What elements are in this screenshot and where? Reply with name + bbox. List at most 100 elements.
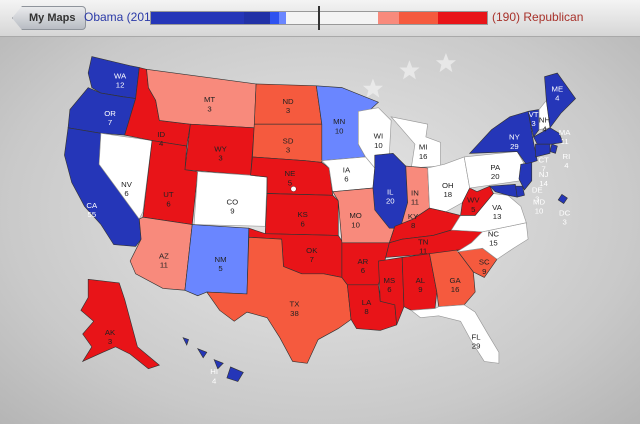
state-ev-label: 18: [443, 190, 452, 199]
state-ev-label: 8: [364, 307, 368, 316]
state-ev-label: 3: [108, 337, 112, 346]
state-abbr-label: SC: [479, 258, 490, 267]
state-ev-label: 10: [535, 207, 544, 216]
state-NC[interactable]: [456, 222, 529, 260]
state-abbr-label: NV: [121, 180, 133, 189]
state-ev-label: 3: [535, 195, 539, 204]
state-abbr-label: DE: [532, 186, 543, 195]
state-ev-label: 7: [541, 165, 545, 174]
state-ev-label: 20: [491, 172, 500, 181]
state-ev-label: 3: [562, 218, 566, 227]
state-abbr-label: WY: [214, 145, 226, 154]
state-ev-label: 5: [218, 264, 222, 273]
state-abbr-label: CA: [86, 201, 98, 210]
state-ev-label: 11: [419, 247, 427, 256]
bar-segment-tossup: [286, 12, 369, 24]
state-RI[interactable]: [549, 143, 558, 154]
state-ev-label: 12: [116, 81, 125, 90]
state-ev-label: 10: [335, 126, 344, 135]
state-ev-label: 6: [344, 175, 348, 184]
decorative-stars: [362, 52, 456, 98]
state-abbr-label: MS: [384, 276, 396, 285]
state-abbr-label: KS: [297, 210, 307, 219]
top-toolbar: My Maps Obama (201) (190) Republican: [0, 0, 640, 37]
state-abbr-label: OK: [306, 246, 318, 255]
bar-segment-safe-dem-2: [244, 12, 270, 24]
state-ev-label: 20: [386, 197, 395, 206]
state-ev-label: 16: [419, 152, 428, 161]
state-abbr-label: NC: [488, 229, 500, 238]
state-HI[interactable]: [182, 337, 244, 382]
state-abbr-label: AK: [105, 328, 116, 337]
state-abbr-label: NM: [214, 255, 226, 264]
state-abbr-label: WV: [467, 196, 480, 205]
state-abbr-label: ME: [551, 84, 563, 93]
state-ev-label: 11: [561, 137, 569, 146]
bar-segment-lean-rep: [378, 12, 399, 24]
state-CO[interactable]: [193, 171, 268, 227]
270-marker: [318, 6, 320, 30]
state-abbr-label: UT: [163, 190, 174, 199]
state-abbr-label: PA: [490, 163, 501, 172]
state-WV[interactable]: [460, 185, 494, 216]
state-ev-label: 16: [451, 285, 460, 294]
state-abbr-label: MN: [333, 117, 345, 126]
my-maps-back-button[interactable]: My Maps: [12, 6, 87, 30]
state-abbr-label: ID: [157, 130, 165, 139]
state-abbr-label: OH: [442, 181, 454, 190]
state-ev-label: 9: [482, 267, 486, 276]
state-abbr-label: MD: [533, 197, 545, 206]
state-abbr-label: AL: [416, 276, 426, 285]
state-abbr-label: HI: [210, 367, 218, 376]
state-CT[interactable]: [535, 143, 551, 158]
state-ev-label: 6: [124, 189, 128, 198]
state-ev-label: 10: [351, 220, 360, 229]
state-ev-label: 29: [510, 142, 519, 151]
state-abbr-label: IN: [411, 188, 419, 197]
state-DC[interactable]: [557, 193, 568, 204]
bar-segment-tossup-2: [369, 12, 378, 24]
state-MT[interactable]: [146, 68, 257, 129]
state-NV[interactable]: [98, 132, 153, 220]
state-MD[interactable]: [489, 184, 518, 198]
state-abbr-label: MT: [204, 95, 215, 104]
state-abbr-label: MO: [349, 211, 361, 220]
state-ME[interactable]: [544, 72, 576, 129]
state-abbr-label: TX: [289, 300, 299, 309]
bar-segment-safe-rep: [438, 12, 487, 24]
state-labels: WA12OR7CA55NV6ID4MT3WY3UT6AZ11CO9NM5ND3S…: [86, 71, 571, 385]
dem-tally-label: Obama (201): [84, 10, 155, 24]
state-ev-label: 9: [418, 285, 422, 294]
state-AK[interactable]: [80, 278, 161, 370]
state-ev-label: 8: [411, 221, 415, 230]
state-ev-label: 4: [159, 139, 164, 148]
state-ev-label: 13: [493, 212, 502, 221]
state-ev-label: 4: [212, 376, 217, 385]
state-FL[interactable]: [410, 304, 500, 364]
state-abbr-label: CO: [227, 197, 239, 206]
state-ev-label: 6: [387, 285, 391, 294]
state-KS[interactable]: [264, 193, 339, 236]
map-area: WA 12 OR 7 CA 55 NV 6 ID 4 MT 3 WY 3 UT 6 AZ 11 CO 9 NM 5 ND 3 S…: [0, 37, 640, 424]
state-NJ[interactable]: [518, 162, 533, 191]
state-ev-label: 6: [166, 199, 170, 208]
state-abbr-label: DC: [559, 208, 571, 217]
state-abbr-label: AZ: [159, 251, 169, 260]
state-ev-label: 6: [361, 266, 365, 275]
state-abbr-label: GA: [449, 276, 461, 285]
state-ev-label: 4: [555, 93, 560, 102]
state-ev-label: 15: [489, 239, 498, 248]
state-abbr-label: OR: [104, 109, 116, 118]
state-abbr-label: KY: [408, 212, 418, 221]
state-MI[interactable]: [390, 116, 441, 169]
state-abbr-label: IA: [343, 166, 351, 175]
state-abbr-label: NE: [284, 169, 295, 178]
state-ev-label: 29: [472, 342, 481, 351]
ne-district-marker: [290, 185, 297, 192]
state-abbr-label: ND: [282, 97, 294, 106]
state-abbr-label: FL: [472, 333, 482, 342]
state-abbr-label: TN: [418, 238, 428, 247]
state-TX[interactable]: [206, 236, 352, 364]
state-ev-label: 9: [230, 207, 234, 216]
state-NY[interactable]: [468, 110, 538, 165]
